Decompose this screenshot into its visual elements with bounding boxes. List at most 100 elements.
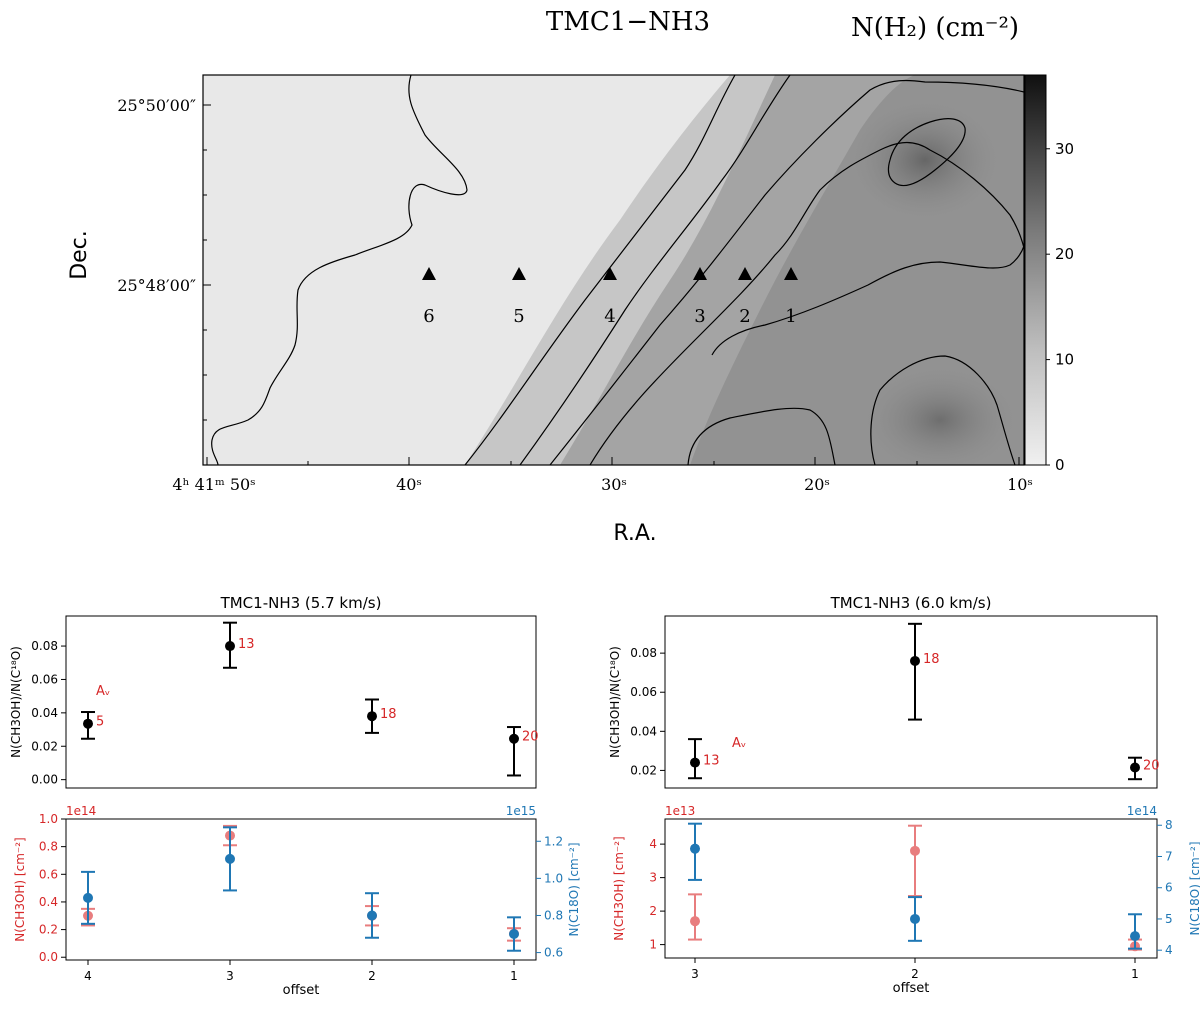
right-axis-scale-label: 1e14 xyxy=(1127,804,1157,818)
offset-x-tick-label: 3 xyxy=(691,967,699,981)
right-y-tick-label: 0.8 xyxy=(544,908,563,922)
ratio-point xyxy=(225,641,235,652)
ratio-y-label: N(CH3OH)/N(C¹⁸O) xyxy=(9,646,23,758)
left-y-label: N(CH3OH) [cm⁻²] xyxy=(13,837,27,941)
map-y-axis: 25°50′00″ 25°48′00″ Dec. xyxy=(67,96,211,421)
position-marker-label: 4 xyxy=(604,306,615,327)
right-y-label: N(C18O) [cm⁻²] xyxy=(1188,841,1200,935)
ratio-y-tick-label: 0.06 xyxy=(31,672,58,686)
right-y-label: N(C18O) [cm⁻²] xyxy=(567,842,581,936)
ratio-y-tick-label: 0.04 xyxy=(630,724,657,738)
left-y-tick-label: 2 xyxy=(649,904,657,918)
contour-3 xyxy=(519,75,791,465)
map-frame xyxy=(202,74,1025,466)
contour-4 xyxy=(549,79,1024,465)
position-marker xyxy=(738,267,752,280)
right-y-tick-label: 0.6 xyxy=(544,946,563,960)
left-y-tick-label: 0.8 xyxy=(39,840,58,854)
c18o-point xyxy=(83,892,93,903)
ratio-y-tick-label: 0.02 xyxy=(630,763,657,777)
map-title: TMC1−NH3 xyxy=(546,7,710,37)
av-value-label: 18 xyxy=(380,707,397,722)
colorbar-tick-label: 0 xyxy=(1055,456,1065,474)
ratio-plot-frame xyxy=(664,615,1158,789)
colorbar-ticks: 0 10 20 30 xyxy=(1046,140,1074,474)
position-marker xyxy=(603,267,617,280)
ratio-point xyxy=(690,757,700,768)
contour-6 xyxy=(687,407,836,465)
offset-x-tick-label: 4 xyxy=(84,969,92,983)
ch3oh-point xyxy=(690,916,700,927)
contour-5 xyxy=(589,141,1024,465)
contour-2 xyxy=(464,75,736,465)
colorbar-tick-label: 10 xyxy=(1055,351,1074,369)
ratio-point xyxy=(83,718,93,729)
av-value-label: 13 xyxy=(238,637,255,652)
av-legend-label: Aᵥ xyxy=(732,736,746,751)
ch3oh-point xyxy=(910,845,920,856)
right-y-tick-label: 4 xyxy=(1165,943,1173,957)
map-y-label: Dec. xyxy=(67,230,92,280)
colorbar-tick-label: 20 xyxy=(1055,245,1074,263)
left-y-tick-label: 0.6 xyxy=(39,867,58,881)
left-y-tick-label: 0.2 xyxy=(39,923,58,937)
x-tick-label: 4ʰ 41ᵐ 50ˢ xyxy=(172,475,255,494)
position-marker-label: 1 xyxy=(785,306,796,327)
ratio-point xyxy=(1130,762,1140,773)
left-y-tick-label: 1.0 xyxy=(39,812,58,826)
right-y-tick-label: 6 xyxy=(1165,881,1173,895)
left-y-tick-label: 3 xyxy=(649,871,657,885)
av-value-label: 20 xyxy=(522,730,539,745)
c18o-point xyxy=(910,913,920,924)
right-y-tick-label: 7 xyxy=(1165,849,1173,863)
map-markers: 6 5 4 3 2 1 xyxy=(422,267,798,327)
ratio-point xyxy=(910,655,920,666)
density-plot-frame xyxy=(65,818,537,961)
map-x-label: R.A. xyxy=(613,521,656,546)
left-y-tick-label: 4 xyxy=(649,837,657,851)
offset-x-tick-label: 2 xyxy=(911,967,919,981)
y-tick-label: 25°50′00″ xyxy=(117,96,196,115)
ratio-panel-2: TMC1-NH3 (6.0 km/s) 0.02 0.04 0.06 0.08 N(CH3… xyxy=(608,594,1160,789)
x-tick-label: 30ˢ xyxy=(601,475,627,494)
x-tick-label: 40ˢ xyxy=(396,475,422,494)
ratio-panel-1: TMC1-NH3 (5.7 km/s) 0.00 0.02 0.04 0.06 0.08 N… xyxy=(9,594,539,789)
position-marker xyxy=(693,267,707,280)
left-y-tick-label: 0.0 xyxy=(39,950,58,964)
av-legend-label: Aᵥ xyxy=(96,684,110,699)
right-y-tick-label: 8 xyxy=(1165,818,1173,832)
offset-x-tick-label: 3 xyxy=(226,969,234,983)
ratio-y-label: N(CH3OH)/N(C¹⁸O) xyxy=(608,646,622,758)
c18o-point xyxy=(225,853,235,864)
colorbar-gradient xyxy=(1024,74,1047,466)
left-y-tick-label: 1 xyxy=(649,938,657,952)
av-value-label: 18 xyxy=(923,652,940,667)
left-y-tick-label: 0.4 xyxy=(39,895,58,909)
position-marker-label: 3 xyxy=(694,306,705,327)
right-y-tick-label: 5 xyxy=(1165,912,1173,926)
ratio-plot-title: TMC1-NH3 (6.0 km/s) xyxy=(830,594,992,612)
contour-1 xyxy=(211,75,468,465)
left-axis-scale-label: 1e13 xyxy=(665,804,695,818)
map-clump-north xyxy=(850,100,1000,220)
density-plot-frame xyxy=(664,818,1158,959)
colorbar-tick-label: 30 xyxy=(1055,140,1074,158)
offset-x-tick-label: 2 xyxy=(368,969,376,983)
ratio-y-tick-label: 0.00 xyxy=(31,773,58,787)
contour-8 xyxy=(870,355,1016,465)
position-marker-label: 5 xyxy=(513,306,524,327)
right-axis-scale-label: 1e15 xyxy=(506,804,536,818)
offset-x-label: offset xyxy=(283,983,320,998)
position-marker xyxy=(512,267,526,280)
right-y-tick-label: 1.2 xyxy=(544,834,563,848)
position-marker-label: 6 xyxy=(423,306,434,327)
offset-x-tick-label: 1 xyxy=(1131,967,1139,981)
c18o-point xyxy=(1130,931,1140,942)
av-value-label: 20 xyxy=(1143,758,1160,773)
ratio-point xyxy=(367,711,377,722)
contour-7 xyxy=(711,245,1024,356)
ratio-y-tick-label: 0.02 xyxy=(31,739,58,753)
av-value-label: 13 xyxy=(703,754,720,769)
map-clump-south xyxy=(860,365,1020,465)
